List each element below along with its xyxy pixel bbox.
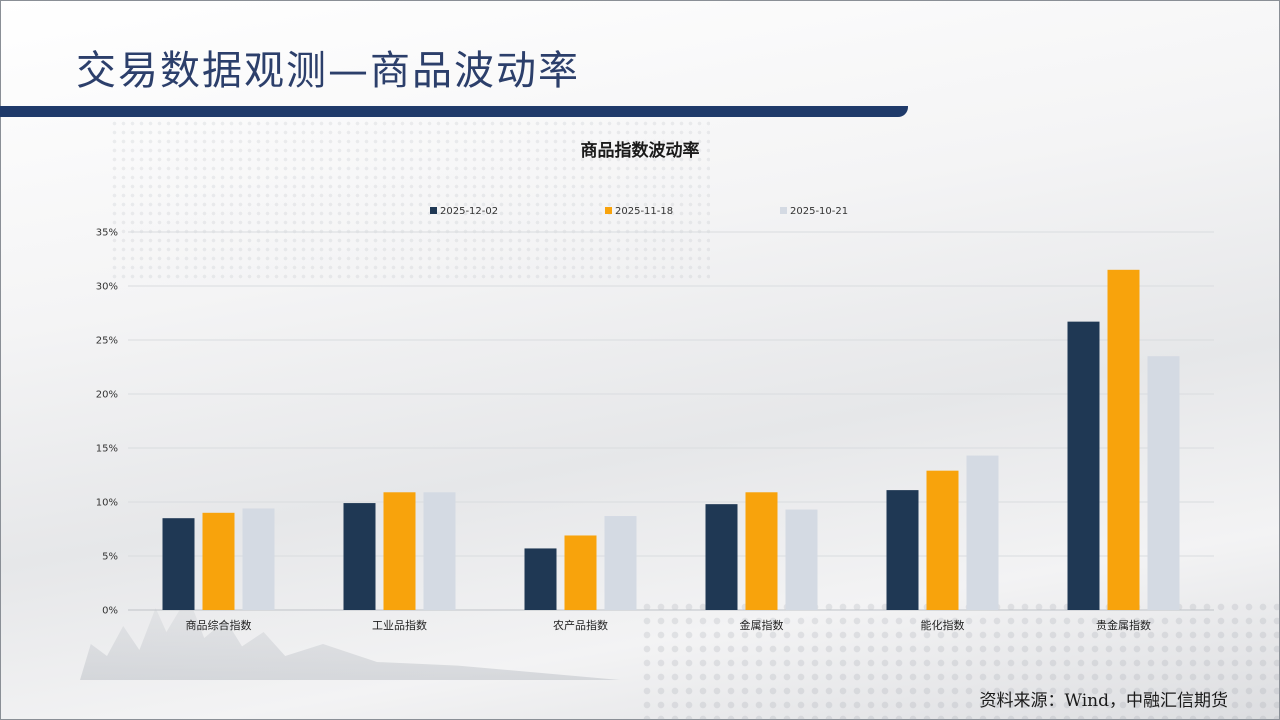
- y-tick-label: 25%: [96, 336, 118, 347]
- x-category-label: 金属指数: [740, 618, 784, 632]
- title-underline-bar: [0, 106, 908, 117]
- bar: [785, 509, 818, 610]
- legend-label: 2025-10-21: [790, 206, 848, 217]
- world-map-decoration: [110, 110, 710, 280]
- legend-label: 2025-12-02: [440, 206, 498, 217]
- bar: [423, 492, 456, 610]
- bar: [1067, 321, 1100, 610]
- y-tick-label: 10%: [96, 498, 118, 509]
- bar: [202, 512, 235, 610]
- y-tick-label: 30%: [96, 282, 118, 293]
- x-category-label: 农产品指数: [553, 618, 608, 632]
- y-tick-label: 15%: [96, 444, 118, 455]
- bar: [745, 492, 778, 610]
- bar: [1107, 269, 1140, 610]
- page-title: 交易数据观测—商品波动率: [76, 48, 580, 94]
- y-tick-label: 5%: [102, 552, 118, 563]
- x-category-label: 贵金属指数: [1096, 618, 1151, 632]
- bar: [162, 518, 195, 610]
- bar: [564, 535, 597, 610]
- bar: [524, 548, 557, 610]
- bar: [604, 516, 637, 610]
- legend-swatch: [605, 207, 612, 214]
- bar: [966, 455, 999, 610]
- y-tick-label: 35%: [96, 228, 118, 239]
- bar: [886, 490, 919, 610]
- dot-pattern-decoration: [640, 600, 1280, 720]
- y-tick-label: 0%: [102, 606, 118, 617]
- bar: [242, 508, 275, 610]
- bar: [705, 504, 738, 610]
- bar: [1147, 356, 1180, 610]
- source-note: 资料来源：Wind，中融汇信期货: [979, 691, 1228, 711]
- legend-swatch: [430, 207, 437, 214]
- bar: [343, 503, 376, 610]
- legend-label: 2025-11-18: [615, 206, 673, 217]
- x-category-label: 商品综合指数: [186, 618, 252, 632]
- bar: [926, 470, 959, 610]
- chart-title: 商品指数波动率: [580, 141, 700, 161]
- legend-swatch: [780, 207, 787, 214]
- y-tick-label: 20%: [96, 390, 118, 401]
- x-category-label: 能化指数: [921, 618, 965, 632]
- x-category-label: 工业品指数: [372, 618, 427, 632]
- bar: [383, 492, 416, 610]
